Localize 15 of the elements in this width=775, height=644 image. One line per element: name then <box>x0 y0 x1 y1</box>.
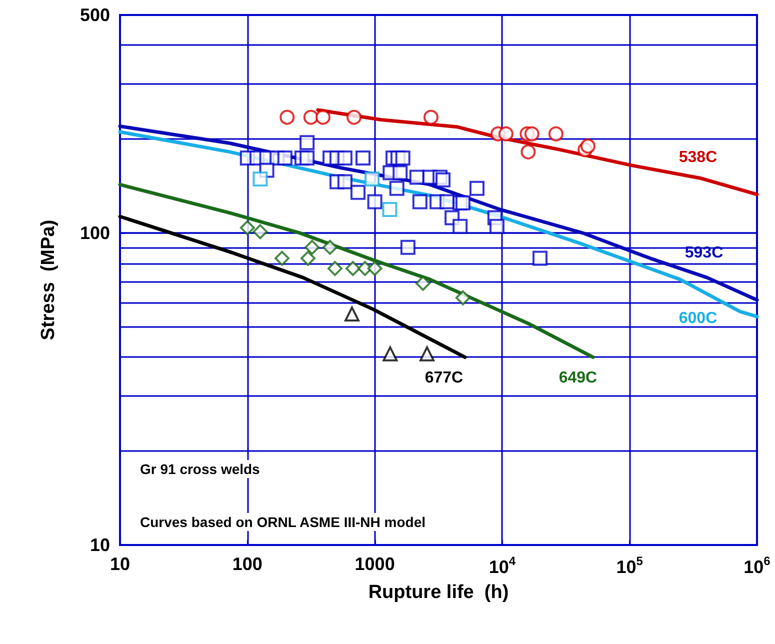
y-tick-label: 100 <box>80 223 110 244</box>
x-tick-label: 10 <box>110 554 130 574</box>
series-label: 677C <box>424 370 464 387</box>
annotation: Gr 91 cross welds <box>140 461 260 477</box>
series-label: 649C <box>558 370 598 387</box>
y-tick-label: 500 <box>80 5 110 25</box>
series-label: 600C <box>678 310 718 328</box>
series-label: 538C <box>678 148 718 166</box>
x-tick-label: 100 <box>232 554 262 574</box>
y-tick-label: 10 <box>90 535 110 555</box>
annotation: Curves based on ORNL ASME III-NH model <box>140 514 426 530</box>
x-axis-title: Rupture life (h) <box>368 582 509 603</box>
series-label: 593C <box>684 244 724 262</box>
y-axis-title: Stress (MPa) <box>38 220 59 340</box>
x-tick-label: 1000 <box>354 554 395 574</box>
